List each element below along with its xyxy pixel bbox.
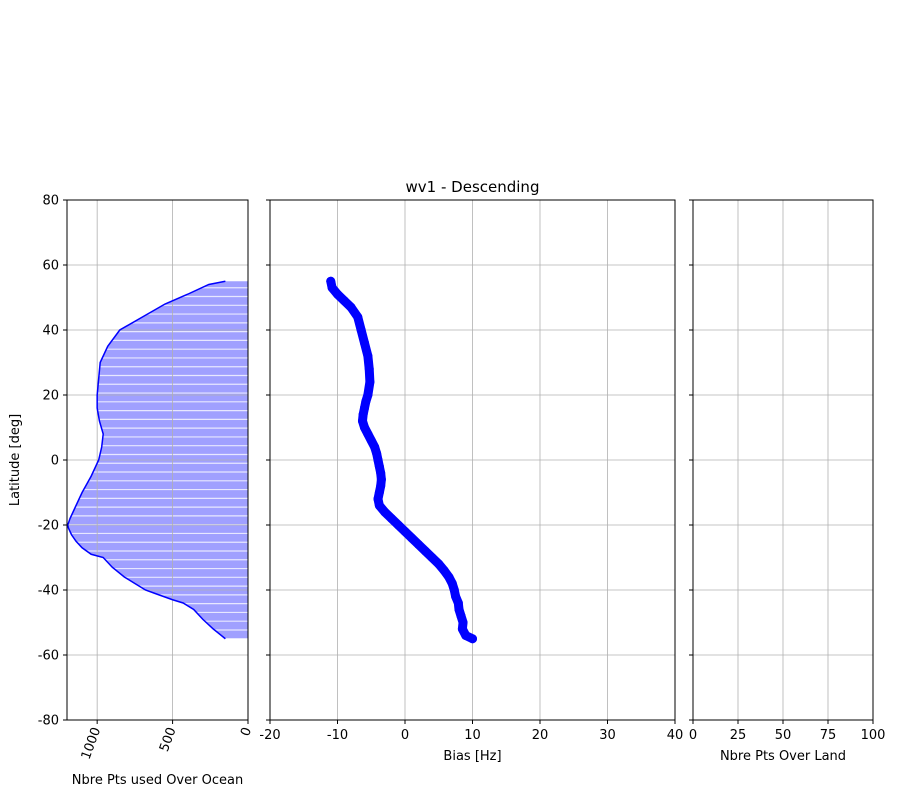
x-tick-label: 50 [775, 728, 792, 743]
bias-point [380, 507, 390, 517]
x-axis-label: Nbre Pts used Over Ocean [72, 773, 243, 788]
x-tick-label: 40 [667, 728, 684, 743]
x-tick-label: 100 [861, 728, 886, 743]
bias-point [407, 533, 417, 543]
bias-point [363, 351, 373, 361]
ocean-points-panel: 1000 500 0 -80 -60 -40 -20 0 20 40 60 80 Nbre Pts us… [8, 194, 255, 789]
bias-point [333, 289, 342, 299]
bias-point [365, 377, 375, 387]
bias-point [468, 634, 477, 644]
y-tick-label: -60 [38, 649, 59, 664]
x-tick-label: 75 [820, 728, 837, 743]
x-axis-label: Nbre Pts Over Land [720, 749, 846, 764]
bias-point [387, 514, 396, 523]
y-tick-label: 60 [42, 259, 59, 274]
bias-point [393, 520, 403, 530]
bias-point [376, 481, 386, 491]
y-tick-label: 40 [42, 324, 59, 339]
ocean-count-line [66, 280, 226, 640]
bias-point [400, 527, 410, 536]
x-tick-label: 0 [689, 728, 697, 743]
x-tick-label: 30 [599, 728, 616, 743]
x-tick-label: 1000 [79, 725, 104, 761]
x-tick-label: 25 [730, 728, 747, 743]
y-tick-label: -80 [38, 714, 59, 729]
bias-point [420, 546, 430, 556]
bias-point [356, 325, 366, 335]
bias-point [444, 572, 454, 582]
bias-point [454, 605, 464, 614]
y-tick-label: 20 [42, 389, 59, 404]
x-tick-label: 0 [238, 725, 255, 738]
bias-point [360, 338, 369, 348]
y-tick-label: -40 [38, 584, 59, 599]
bias-point [364, 364, 374, 374]
x-tick-label: 20 [532, 728, 549, 743]
bias-point [363, 390, 373, 400]
x-tick-label: 10 [464, 728, 481, 743]
bias-point [414, 540, 423, 549]
x-tick-label: -10 [327, 728, 348, 743]
bias-point [353, 312, 363, 322]
y-tick-label: -20 [38, 519, 59, 534]
bias-point [434, 559, 444, 569]
x-tick-label: -20 [259, 728, 280, 743]
y-tick-label: 0 [51, 454, 59, 469]
bias-point [457, 624, 467, 634]
land-points-panel: 0 25 50 75 100 Nbre Pts Over Land [689, 199, 886, 764]
y-tick-label: 80 [42, 194, 59, 209]
x-tick-label: 500 [157, 725, 180, 753]
bias-point [346, 302, 356, 312]
bias-point [427, 553, 437, 562]
bias-point [357, 416, 367, 426]
bias-point [339, 296, 349, 306]
bias-point [326, 276, 336, 286]
bias-point [376, 475, 386, 484]
chart-title: wv1 - Descending [406, 178, 540, 196]
x-axis-label: Bias [Hz] [443, 749, 501, 764]
x-tick-label: 0 [401, 728, 409, 743]
bias-point [439, 566, 449, 575]
y-axis-label: Latitude [deg] [8, 414, 23, 506]
bias-panel: -20 -10 0 10 20 30 40 Bias [Hz] wv1 - Descending [259, 178, 683, 764]
